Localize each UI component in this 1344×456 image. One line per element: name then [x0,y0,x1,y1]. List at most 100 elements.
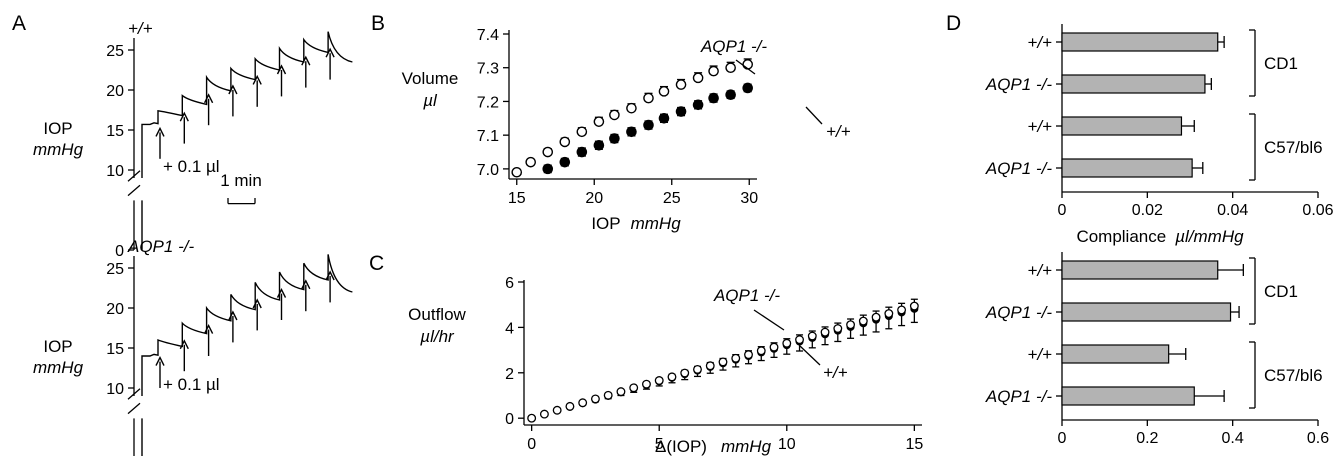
bar [1061,344,1170,364]
category-label: +/+ [1027,261,1052,280]
data-point-wt [675,106,687,117]
y-tick-label: 7.0 [477,162,499,179]
x-tick-label: 0 [1058,202,1067,219]
data-point-aqp1 [616,387,626,397]
group-label: CD1 [1264,54,1298,73]
x-tick-label: 20 [585,190,603,207]
injection-arrow-head [301,279,311,290]
data-point-aqp1 [807,331,817,341]
injection-arrow [228,310,238,343]
x-axis-label: Compliance [1076,227,1166,246]
series-annotation: +/+ [823,363,848,382]
injection-arrow [325,270,335,303]
category-label: +/+ [1027,33,1052,52]
x-tick-label: 15 [508,190,526,207]
y-tick-label: 10 [106,381,124,398]
data-point-wt [626,126,637,138]
x-tick-label: 0.02 [1132,202,1163,219]
data-point-aqp1 [565,401,575,411]
y-axis-label: Volume [402,69,459,88]
x-axis-unit: µl/mmHg [1174,227,1244,246]
injection-arrow-head [325,47,335,58]
y-tick-label: 6 [505,275,514,292]
data-point-aqp1 [769,342,779,352]
data-point-aqp1 [590,394,600,404]
y-tick-label: 2 [505,366,514,383]
injection-arrow [252,298,262,331]
category-label: AQP1 -/- [985,75,1052,94]
data-point-wt [708,92,719,104]
data-point-wt [643,119,654,131]
x-axis-unit: mmHg [631,214,682,233]
data-point-aqp1 [658,86,670,97]
injection-arrow-head [276,288,287,298]
x-axis-unit: mmHg [721,437,772,456]
group-label: CD1 [1264,282,1298,301]
data-point-aqp1 [609,109,620,121]
panel-c-outflow-chart: 0 5 10 15 0 2 4 6 Δ(IOP) mmHg Outflow µl/hr AQP1 -/-… [408,275,923,456]
category-label: AQP1 -/- [985,303,1052,322]
injection-arrow-head [325,270,335,281]
data-point-wt [725,89,736,100]
injection-arrow [155,356,165,388]
panel-letter-d: D [946,12,961,35]
data-point-aqp1 [782,338,792,348]
data-point-aqp1 [897,305,907,315]
panel-d-bar-charts: 0 0.02 0.04 0.06 +/+ AQP1 -/- +/+ AQP1 -/- CD1 C5… [985,24,1334,456]
y-tick-label: 4 [505,320,514,337]
x-tick-label: 15 [905,436,923,453]
y-axis-unit: mmHg [33,358,84,377]
category-label: AQP1 -/- [985,159,1052,178]
data-point-wt [692,99,704,111]
data-point-aqp1 [626,102,637,114]
x-tick-label: 25 [663,190,681,207]
injection-label: + 0.1 µl [163,157,220,176]
y-tick-label: 7.2 [477,94,499,111]
x-tick-label: 5 [655,436,664,453]
data-point-wt [609,133,620,144]
x-axis-label-group: Δ(IOP) mmHg [655,437,772,456]
injection-arrow [301,279,311,312]
injection-arrow [252,74,262,107]
injection-arrow-head [155,126,165,137]
injection-arrow-head [155,356,165,366]
genotype-label: AQP1 -/- [127,237,194,256]
x-axis-label: IOP [591,214,620,233]
x-tick-label: 0 [1058,430,1067,447]
data-point-wt [542,163,554,175]
injection-arrow-head [179,339,189,350]
data-point-aqp1 [511,166,523,178]
data-point-aqp1 [795,335,804,345]
data-point-aqp1 [742,59,754,70]
data-point-wt [658,113,670,124]
x-tick-label: 10 [778,436,796,453]
bar [1061,302,1232,322]
data-point-aqp1 [654,376,664,385]
y-axis-label: IOP [43,337,72,356]
injection-arrow [301,55,311,88]
injection-arrow-head [252,74,262,85]
y-axis-unit: mmHg [33,140,84,159]
y-tick-label: 7.4 [477,27,499,44]
data-point-aqp1 [578,398,588,408]
category-label: AQP1 -/- [985,387,1052,406]
axis-break-mark [127,402,141,415]
bar [1061,74,1206,94]
x-tick-label: 30 [740,190,758,207]
data-point-aqp1 [708,65,719,77]
injection-arrow [276,288,287,320]
data-point-aqp1 [725,62,736,74]
data-point-aqp1 [846,320,856,330]
bar-chart: 0 0.2 0.4 0.6 +/+ AQP1 -/- +/+ AQP1 -/- CD1 C57/b… [985,252,1329,456]
axis-break-mark [127,170,141,182]
data-point-aqp1 [680,368,690,378]
data-point-wt [742,82,754,94]
data-point-aqp1 [667,372,677,382]
data-point-wt [576,146,588,158]
series-annotation: AQP1 -/- [700,37,767,56]
data-point-aqp1 [559,136,571,148]
y-tick-label: 15 [106,341,124,358]
data-point-wt [559,156,571,168]
x-tick-label: 0.4 [1222,430,1244,447]
iop-trace-panel: 0 10 15 20 25 IOP mmHg +/+ + 0.1 µl1 min [33,19,353,260]
